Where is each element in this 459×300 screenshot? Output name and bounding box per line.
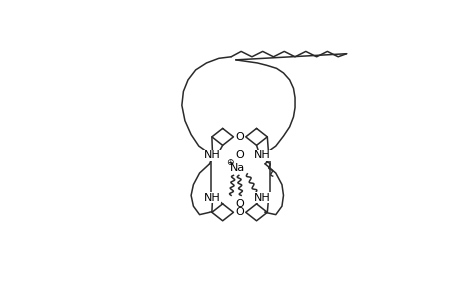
Text: NH: NH [203, 150, 220, 160]
Text: Na: Na [229, 164, 244, 173]
Text: NH: NH [254, 150, 270, 160]
Text: NH: NH [254, 193, 270, 203]
Text: O: O [235, 150, 243, 160]
Text: O: O [235, 207, 243, 217]
Text: NH: NH [203, 193, 220, 203]
Text: O: O [235, 199, 243, 209]
Text: O: O [235, 132, 243, 142]
Text: ⊕: ⊕ [225, 158, 233, 167]
